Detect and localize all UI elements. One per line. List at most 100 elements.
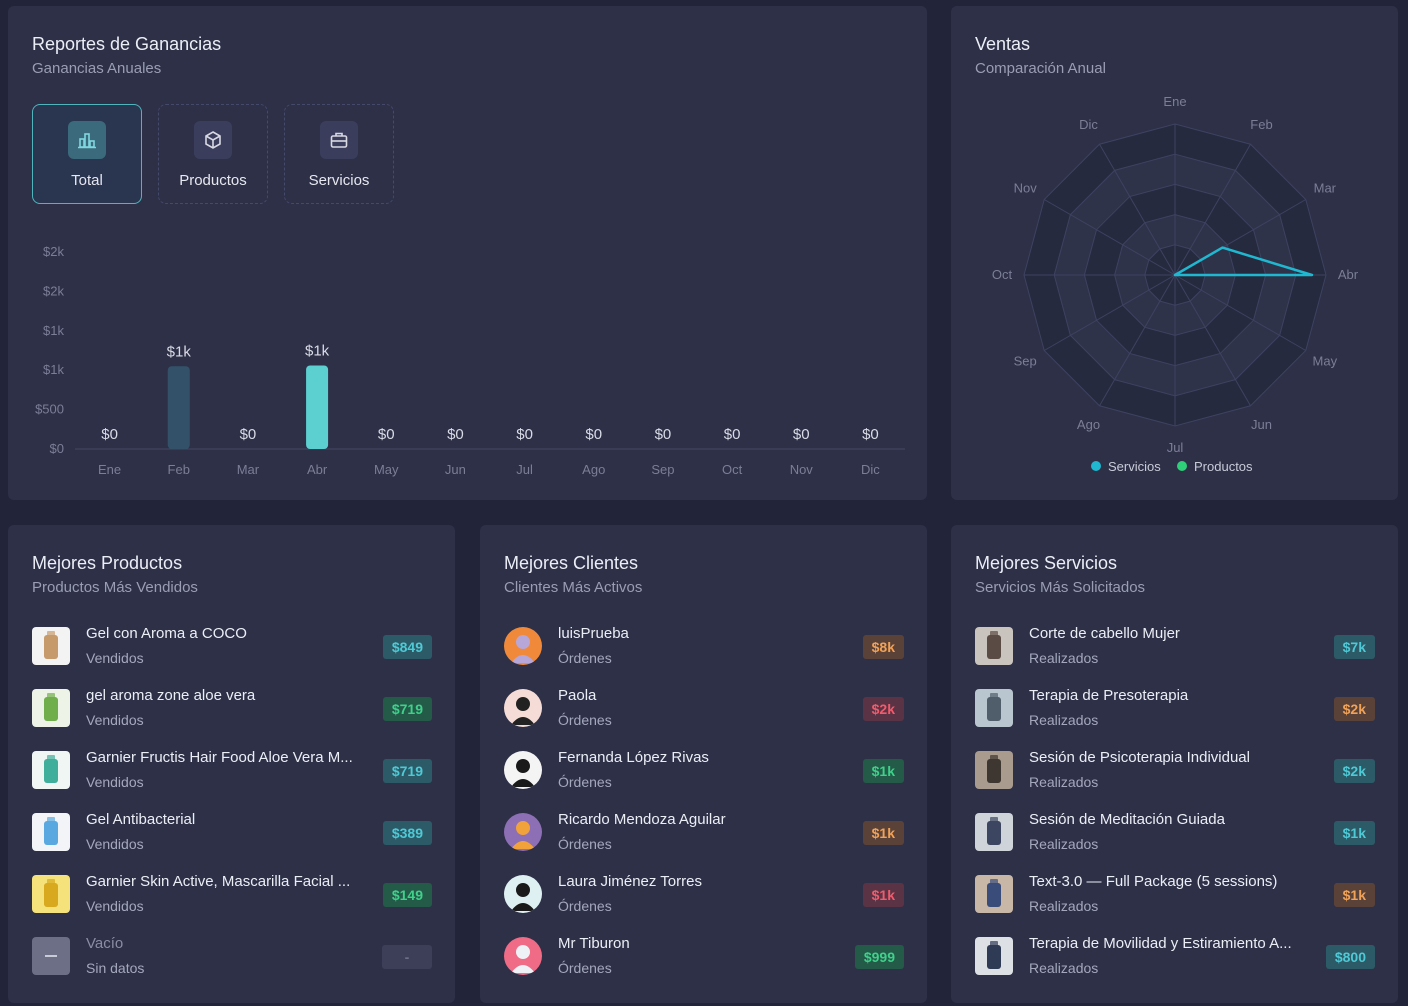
bar-feb[interactable] xyxy=(167,366,190,449)
item-meta: Vendidos xyxy=(86,898,144,914)
list-item[interactable]: Mr Tiburon Órdenes $999 xyxy=(504,935,904,997)
tab-total-label: Total xyxy=(71,172,103,189)
list-item[interactable]: Sesión de Psicoterapia Individual Realiza… xyxy=(975,749,1375,811)
list-item[interactable]: Ricardo Mendoza Aguilar Órdenes $1k xyxy=(504,811,904,873)
bar-data-label: $1k xyxy=(167,343,192,360)
list-item[interactable]: Laura Jiménez Torres Órdenes $1k xyxy=(504,873,904,935)
item-meta: Órdenes xyxy=(558,898,612,914)
bar-data-label: $0 xyxy=(378,426,395,443)
tab-total[interactable]: Total xyxy=(32,104,142,204)
list-item[interactable]: Terapia de Movilidad y Estiramiento A...… xyxy=(975,935,1375,997)
value-badge: $849 xyxy=(382,635,432,659)
radar-axis-label: Sep xyxy=(1014,354,1037,369)
aloe-icon xyxy=(32,689,70,727)
item-name: Text-3.0 — Full Package (5 sessions) xyxy=(1029,873,1278,890)
meditation-photo-icon xyxy=(975,813,1013,851)
tab-servicios[interactable]: Servicios xyxy=(284,104,394,204)
radar-axis-label: Ago xyxy=(1077,417,1100,432)
bar-data-label: $0 xyxy=(240,426,257,443)
clients-list: luisPrueba Órdenes $8k Paola Órdenes $2k Ferna… xyxy=(504,625,904,997)
list-item[interactable]: Fernanda López Rivas Órdenes $1k xyxy=(504,749,904,811)
x-tick-label: Ene xyxy=(98,462,121,477)
list-item[interactable]: Gel Antibacterial Vendidos $389 xyxy=(32,811,432,873)
radar-axis-label: Abr xyxy=(1338,267,1359,282)
value-badge: - xyxy=(382,945,432,969)
y-tick-label: $500 xyxy=(35,402,64,417)
x-tick-label: Ago xyxy=(582,462,605,477)
tab-productos-label: Productos xyxy=(179,172,247,189)
list-item[interactable]: Paola Órdenes $2k xyxy=(504,687,904,749)
value-badge: $1k xyxy=(1333,821,1375,845)
legend-label[interactable]: Servicios xyxy=(1108,459,1161,474)
cow-avatar-icon xyxy=(504,751,542,789)
item-meta: Vendidos xyxy=(86,774,144,790)
bar-abr[interactable] xyxy=(306,365,329,449)
radar-axis-label: Jul xyxy=(1167,440,1184,455)
x-tick-label: Abr xyxy=(307,462,328,477)
bar-data-label: $0 xyxy=(793,426,810,443)
shark-avatar-icon xyxy=(504,937,542,975)
list-item[interactable]: Sesión de Meditación Guiada Realizados $1k xyxy=(975,811,1375,873)
item-meta: Vendidos xyxy=(86,836,144,852)
legend-dot xyxy=(1091,461,1101,471)
products-list: Gel con Aroma a COCO Vendidos $849 gel arom… xyxy=(32,625,432,997)
item-meta: Órdenes xyxy=(558,960,612,976)
list-item[interactable]: Gel con Aroma a COCO Vendidos $849 xyxy=(32,625,432,687)
lion-avatar-icon xyxy=(504,813,542,851)
item-meta: Realizados xyxy=(1029,650,1099,666)
ventas-radar-chart: Ene Feb Mar Abr May Jun Jul Ago Sep Oct Nov Dic Serv… xyxy=(992,94,1359,474)
item-meta: Realizados xyxy=(1029,960,1099,976)
products-title: Mejores Productos xyxy=(32,553,183,573)
x-tick-label: Sep xyxy=(651,462,674,477)
item-name: Terapia de Movilidad y Estiramiento A... xyxy=(1029,935,1292,952)
item-meta: Órdenes xyxy=(558,650,612,666)
bottle-icon xyxy=(32,627,70,665)
y-tick-label: $1k xyxy=(43,362,64,377)
item-meta: Realizados xyxy=(1029,774,1099,790)
item-name: Vacío xyxy=(86,935,124,952)
earnings-report-card: Reportes de Ganancias Ganancias Anuales … xyxy=(8,6,927,500)
minus-icon xyxy=(32,937,70,975)
best-clients-card: Mejores Clientes Clientes Más Activos lu… xyxy=(480,525,927,1003)
radar-axis-label: Feb xyxy=(1250,117,1272,132)
item-name: Gel Antibacterial xyxy=(86,811,196,828)
radar-spoke xyxy=(1099,143,1176,276)
radar-spoke xyxy=(1174,274,1251,407)
item-name: gel aroma zone aloe vera xyxy=(86,687,256,704)
list-item[interactable]: Garnier Fructis Hair Food Aloe Vera M...… xyxy=(32,749,432,811)
item-name: luisPrueba xyxy=(558,625,629,642)
services-subtitle: Servicios Más Solicitados xyxy=(975,579,1146,596)
value-badge: $2k xyxy=(1333,759,1375,783)
earnings-bar-chart: $0 $500 $1k $1k $2k $2k $0 Ene $1k Feb $0 Mar $1k Abr… xyxy=(35,244,905,477)
list-item[interactable]: Corte de cabello Mujer Realizados $7k xyxy=(975,625,1375,687)
y-tick-label: $2k xyxy=(43,244,64,259)
x-tick-label: Nov xyxy=(790,462,814,477)
ventas-title: Ventas xyxy=(975,34,1031,54)
radar-axis-label: Mar xyxy=(1314,181,1337,196)
value-badge: $800 xyxy=(1325,945,1375,969)
bar-data-label: $0 xyxy=(516,426,533,443)
value-badge: $1k xyxy=(862,759,904,783)
radar-axis-label: Jun xyxy=(1251,417,1272,432)
bar-data-label: $1k xyxy=(305,342,330,359)
list-item[interactable]: Garnier Skin Active, Mascarilla Facial .… xyxy=(32,873,432,935)
item-name: Sesión de Psicoterapia Individual xyxy=(1029,749,1250,766)
item-name: Laura Jiménez Torres xyxy=(558,873,702,890)
x-tick-label: Feb xyxy=(168,462,190,477)
legend-label[interactable]: Productos xyxy=(1194,459,1253,474)
sanitizer-icon xyxy=(32,813,70,851)
bar-data-label: $0 xyxy=(585,426,602,443)
list-item[interactable]: gel aroma zone aloe vera Vendidos $719 xyxy=(32,687,432,749)
list-item[interactable]: Text-3.0 — Full Package (5 sessions) Real… xyxy=(975,873,1375,935)
list-item[interactable]: Vacío Sin datos - xyxy=(32,935,432,997)
x-tick-label: Oct xyxy=(722,462,743,477)
item-meta: Realizados xyxy=(1029,898,1099,914)
item-name: Gel con Aroma a COCO xyxy=(86,625,247,642)
mobility-photo-icon xyxy=(975,937,1013,975)
list-item[interactable]: Terapia de Presoterapia Realizados $2k xyxy=(975,687,1375,749)
best-products-card: Mejores Productos Productos Más Vendidos… xyxy=(8,525,455,1003)
tab-productos[interactable]: Productos xyxy=(158,104,268,204)
x-tick-label: Jul xyxy=(516,462,533,477)
radar-axis-label: May xyxy=(1313,354,1338,369)
list-item[interactable]: luisPrueba Órdenes $8k xyxy=(504,625,904,687)
